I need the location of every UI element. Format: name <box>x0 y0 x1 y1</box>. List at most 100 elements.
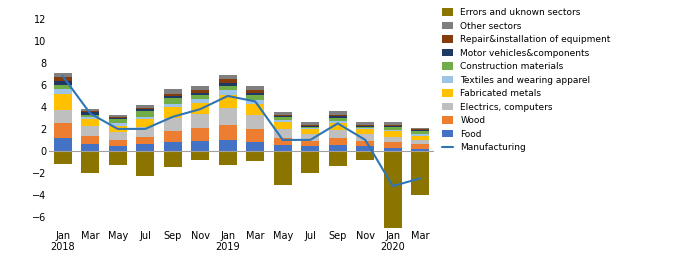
Bar <box>219 86 237 91</box>
Bar <box>301 127 319 128</box>
Bar <box>191 99 209 103</box>
Bar <box>81 144 99 151</box>
Bar <box>191 141 209 151</box>
Bar <box>191 128 209 141</box>
Bar <box>246 91 264 93</box>
Bar <box>356 151 374 160</box>
Bar <box>274 151 292 185</box>
Bar <box>329 151 346 166</box>
Bar <box>164 89 182 94</box>
Bar <box>246 142 264 151</box>
Bar <box>329 121 346 123</box>
Bar <box>329 116 346 118</box>
Bar <box>164 104 182 107</box>
Bar <box>384 125 402 126</box>
Bar <box>412 149 429 151</box>
Bar <box>274 122 292 129</box>
Bar <box>219 75 237 79</box>
Bar <box>136 105 154 108</box>
Bar <box>108 132 127 140</box>
Bar <box>329 111 346 115</box>
Bar <box>329 123 346 130</box>
Bar <box>164 131 182 142</box>
Bar <box>108 118 127 119</box>
Bar <box>274 129 292 138</box>
Bar <box>54 85 71 89</box>
Bar <box>412 130 429 131</box>
Bar <box>246 100 264 104</box>
Bar <box>136 111 154 117</box>
Bar <box>246 115 264 129</box>
Bar <box>81 111 99 113</box>
Bar <box>412 135 429 136</box>
Bar <box>54 138 71 151</box>
Bar <box>164 107 182 118</box>
Bar <box>301 134 319 141</box>
Bar <box>54 89 71 94</box>
Bar <box>246 104 264 115</box>
Bar <box>412 129 429 130</box>
Bar <box>274 115 292 116</box>
Bar <box>301 125 319 126</box>
Bar <box>301 126 319 127</box>
Bar <box>81 117 99 119</box>
Bar <box>356 147 374 151</box>
Bar <box>81 113 99 115</box>
Bar <box>108 147 127 151</box>
Bar <box>274 113 292 115</box>
Bar <box>301 147 319 151</box>
Bar <box>246 93 264 95</box>
Bar <box>164 98 182 104</box>
Bar <box>136 137 154 144</box>
Bar <box>81 109 99 111</box>
Bar <box>54 94 71 110</box>
Bar <box>246 129 264 142</box>
Bar <box>384 151 402 228</box>
Bar <box>136 119 154 127</box>
Bar <box>54 77 71 81</box>
Bar <box>219 151 237 165</box>
Bar <box>219 83 237 86</box>
Bar <box>191 86 209 91</box>
Bar <box>54 73 71 77</box>
Bar <box>136 127 154 137</box>
Bar <box>219 79 237 83</box>
Bar <box>108 119 127 123</box>
Bar <box>191 151 209 160</box>
Bar <box>329 115 346 116</box>
Bar <box>191 95 209 99</box>
Bar <box>274 116 292 117</box>
Bar <box>219 95 237 108</box>
Bar <box>301 122 319 125</box>
Bar <box>54 123 71 138</box>
Bar <box>301 151 319 173</box>
Bar <box>329 138 346 145</box>
Bar <box>164 94 182 96</box>
Bar <box>54 110 71 123</box>
Bar <box>246 86 264 91</box>
Bar <box>191 93 209 95</box>
Bar <box>384 148 402 151</box>
Bar <box>81 119 99 126</box>
Bar <box>164 142 182 151</box>
Bar <box>412 151 429 195</box>
Bar <box>274 138 292 145</box>
Bar <box>412 128 429 129</box>
Bar <box>108 117 127 118</box>
Bar <box>384 137 402 142</box>
Bar <box>356 122 374 125</box>
Bar <box>164 151 182 167</box>
Bar <box>274 117 292 120</box>
Bar <box>356 126 374 127</box>
Bar <box>164 96 182 98</box>
Bar <box>81 126 99 136</box>
Bar <box>384 122 402 125</box>
Bar <box>301 128 319 129</box>
Bar <box>274 145 292 151</box>
Bar <box>136 117 154 119</box>
Bar <box>412 140 429 144</box>
Bar <box>108 123 127 126</box>
Bar <box>81 136 99 144</box>
Bar <box>384 126 402 127</box>
Bar <box>412 144 429 149</box>
